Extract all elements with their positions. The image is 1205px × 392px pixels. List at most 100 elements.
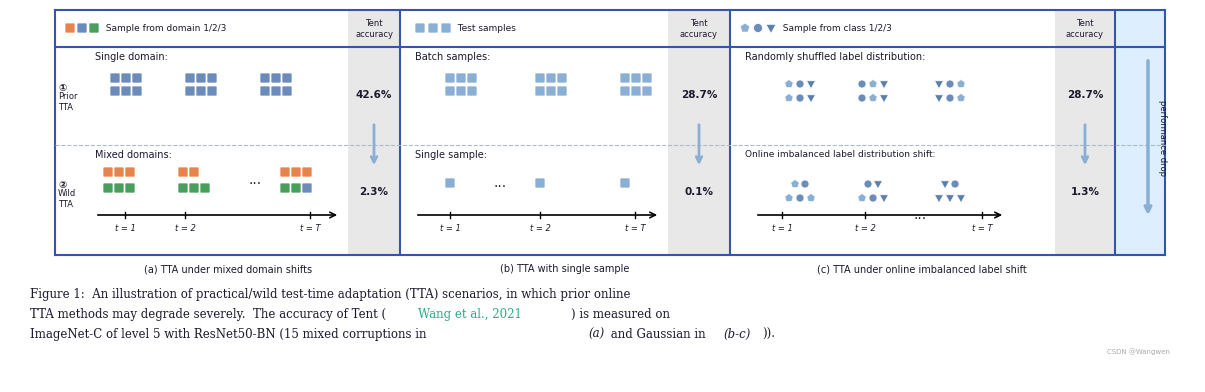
Text: and Gaussian in: and Gaussian in bbox=[607, 328, 710, 341]
Polygon shape bbox=[880, 81, 888, 89]
Polygon shape bbox=[806, 95, 816, 103]
FancyBboxPatch shape bbox=[280, 183, 290, 193]
FancyBboxPatch shape bbox=[642, 73, 652, 83]
FancyBboxPatch shape bbox=[120, 86, 131, 96]
Text: performance drop: performance drop bbox=[1158, 100, 1166, 176]
Text: ...: ... bbox=[493, 176, 506, 190]
Text: (b-c): (b-c) bbox=[723, 328, 751, 341]
Text: Figure 1:  An illustration of practical/wild test-time adaptation (TTA) scenario: Figure 1: An illustration of practical/w… bbox=[30, 288, 630, 301]
FancyBboxPatch shape bbox=[535, 86, 545, 96]
Text: ①: ① bbox=[58, 83, 66, 93]
Text: Single sample:: Single sample: bbox=[415, 150, 487, 160]
Circle shape bbox=[797, 80, 804, 88]
Text: t = 1: t = 1 bbox=[440, 224, 460, 233]
Text: (c) TTA under online imbalanced label shift: (c) TTA under online imbalanced label sh… bbox=[817, 264, 1027, 274]
Text: Tent
accuracy: Tent accuracy bbox=[1066, 19, 1104, 39]
FancyBboxPatch shape bbox=[125, 167, 135, 177]
FancyBboxPatch shape bbox=[196, 86, 206, 96]
FancyBboxPatch shape bbox=[178, 167, 188, 177]
FancyBboxPatch shape bbox=[114, 183, 124, 193]
FancyBboxPatch shape bbox=[468, 86, 477, 96]
FancyBboxPatch shape bbox=[302, 183, 312, 193]
FancyBboxPatch shape bbox=[260, 86, 270, 96]
Text: 28.7%: 28.7% bbox=[681, 90, 717, 100]
Text: 42.6%: 42.6% bbox=[355, 90, 392, 100]
Text: ...: ... bbox=[913, 208, 927, 222]
FancyBboxPatch shape bbox=[102, 183, 113, 193]
Text: Sample from class 1/2/3: Sample from class 1/2/3 bbox=[777, 24, 892, 33]
FancyBboxPatch shape bbox=[65, 23, 75, 33]
FancyBboxPatch shape bbox=[621, 73, 630, 83]
FancyBboxPatch shape bbox=[110, 73, 121, 83]
Text: ImageNet-C of level 5 with ResNet50-BN (15 mixed corruptions in: ImageNet-C of level 5 with ResNet50-BN (… bbox=[30, 328, 430, 341]
Polygon shape bbox=[806, 81, 816, 89]
FancyBboxPatch shape bbox=[89, 23, 99, 33]
FancyBboxPatch shape bbox=[642, 86, 652, 96]
Text: (a): (a) bbox=[588, 328, 604, 341]
FancyBboxPatch shape bbox=[207, 73, 217, 83]
Polygon shape bbox=[880, 95, 888, 103]
Polygon shape bbox=[874, 181, 882, 189]
Text: 0.1%: 0.1% bbox=[684, 187, 713, 197]
FancyBboxPatch shape bbox=[455, 86, 466, 96]
FancyBboxPatch shape bbox=[77, 23, 87, 33]
FancyBboxPatch shape bbox=[546, 86, 556, 96]
FancyBboxPatch shape bbox=[133, 73, 142, 83]
Circle shape bbox=[753, 24, 763, 33]
Bar bbox=[1115, 10, 1165, 255]
Text: 28.7%: 28.7% bbox=[1066, 90, 1104, 100]
Polygon shape bbox=[880, 195, 888, 203]
Text: Single domain:: Single domain: bbox=[95, 52, 167, 62]
Polygon shape bbox=[790, 180, 799, 188]
FancyBboxPatch shape bbox=[631, 73, 641, 83]
Text: Test samples: Test samples bbox=[452, 24, 516, 33]
Circle shape bbox=[797, 94, 804, 102]
FancyBboxPatch shape bbox=[186, 73, 195, 83]
Circle shape bbox=[801, 180, 809, 188]
Circle shape bbox=[858, 80, 866, 88]
FancyBboxPatch shape bbox=[535, 178, 545, 188]
Circle shape bbox=[864, 180, 872, 188]
Polygon shape bbox=[806, 194, 816, 201]
FancyBboxPatch shape bbox=[280, 167, 290, 177]
FancyBboxPatch shape bbox=[455, 73, 466, 83]
Polygon shape bbox=[858, 194, 866, 201]
FancyBboxPatch shape bbox=[302, 167, 312, 177]
Text: t = T: t = T bbox=[300, 224, 321, 233]
Text: t = T: t = T bbox=[624, 224, 646, 233]
FancyBboxPatch shape bbox=[110, 86, 121, 96]
Circle shape bbox=[951, 180, 959, 188]
Text: )).: )). bbox=[762, 328, 775, 341]
FancyBboxPatch shape bbox=[290, 167, 301, 177]
Polygon shape bbox=[935, 195, 944, 203]
FancyBboxPatch shape bbox=[186, 86, 195, 96]
Circle shape bbox=[797, 194, 804, 202]
FancyBboxPatch shape bbox=[200, 183, 210, 193]
Text: 2.3%: 2.3% bbox=[359, 187, 388, 197]
Text: t = 2: t = 2 bbox=[175, 224, 195, 233]
Polygon shape bbox=[935, 95, 944, 103]
FancyBboxPatch shape bbox=[621, 86, 630, 96]
FancyBboxPatch shape bbox=[125, 183, 135, 193]
Text: t = 2: t = 2 bbox=[854, 224, 876, 233]
FancyBboxPatch shape bbox=[535, 73, 545, 83]
Text: Online imbalanced label distribution shift:: Online imbalanced label distribution shi… bbox=[745, 150, 935, 159]
FancyBboxPatch shape bbox=[428, 23, 437, 33]
FancyBboxPatch shape bbox=[445, 86, 455, 96]
Text: ) is measured on: ) is measured on bbox=[571, 308, 670, 321]
Polygon shape bbox=[784, 80, 793, 88]
Bar bbox=[1056, 10, 1115, 255]
Bar bbox=[348, 10, 400, 255]
Text: TTA methods may degrade severely.  The accuracy of Tent (: TTA methods may degrade severely. The ac… bbox=[30, 308, 386, 321]
FancyBboxPatch shape bbox=[282, 73, 292, 83]
Text: Mixed domains:: Mixed domains: bbox=[95, 150, 172, 160]
FancyBboxPatch shape bbox=[445, 73, 455, 83]
FancyBboxPatch shape bbox=[441, 23, 451, 33]
FancyBboxPatch shape bbox=[196, 73, 206, 83]
Polygon shape bbox=[957, 195, 965, 203]
Text: Prior
TTA: Prior TTA bbox=[58, 92, 77, 112]
Text: Batch samples:: Batch samples: bbox=[415, 52, 490, 62]
FancyBboxPatch shape bbox=[271, 73, 281, 83]
Text: CSDN @Wangwen: CSDN @Wangwen bbox=[1107, 348, 1170, 355]
FancyBboxPatch shape bbox=[445, 178, 455, 188]
